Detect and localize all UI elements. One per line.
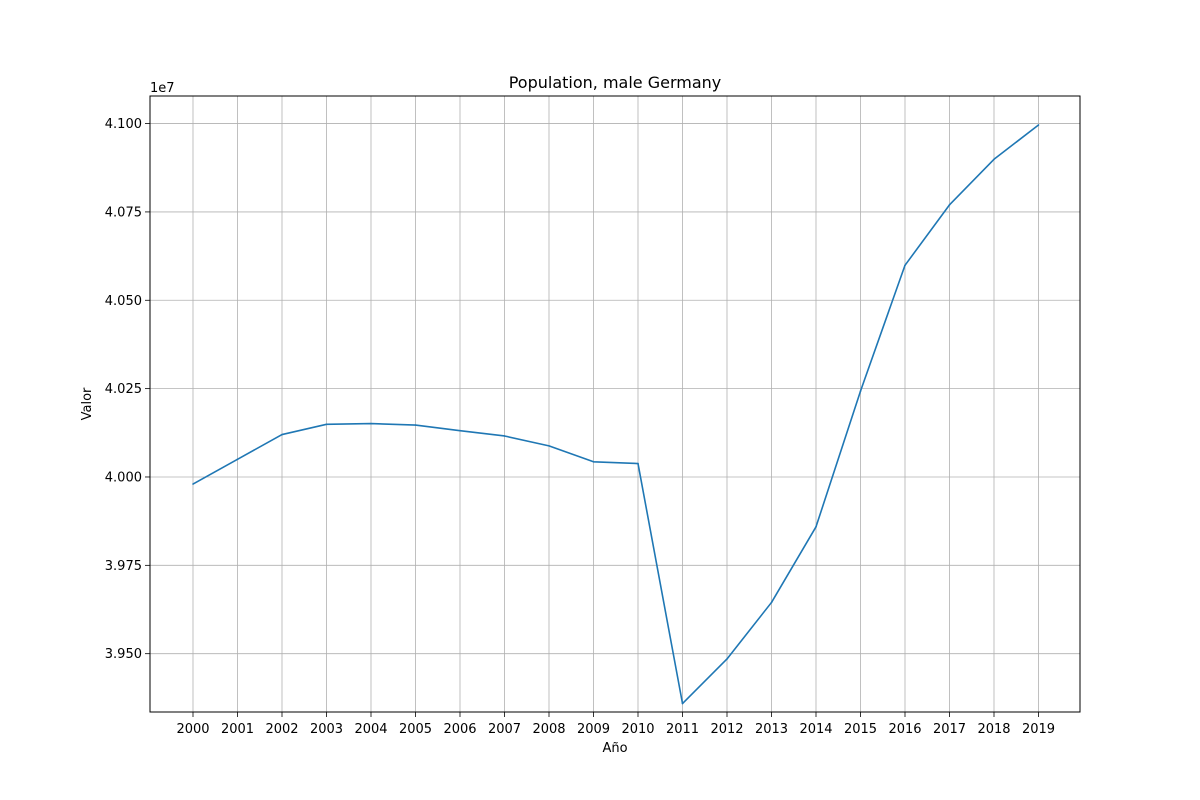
y-tick-label: 4.000 [105, 470, 142, 485]
x-tick-label: 2013 [755, 722, 788, 737]
data-point [414, 424, 417, 426]
y-tick-label: 4.100 [105, 117, 142, 132]
grid [150, 96, 1080, 712]
x-tick-label: 2016 [888, 722, 921, 737]
series-layer [192, 124, 1040, 705]
data-point [726, 658, 728, 660]
data-point [548, 445, 550, 447]
data-point [904, 264, 906, 267]
x-axis-title: Año [602, 741, 627, 756]
y-tick-label: 4.050 [105, 294, 142, 309]
x-tick-label: 2004 [354, 722, 387, 737]
x-tick-label: 2000 [176, 722, 209, 737]
data-point [459, 429, 461, 432]
plot-frame [149, 95, 1081, 713]
x-tick-label: 2007 [488, 722, 521, 737]
data-point [325, 423, 328, 426]
x-tick-label: 2010 [621, 722, 654, 737]
data-point [1037, 124, 1040, 126]
data-point [281, 433, 283, 436]
x-tick-label: 2001 [221, 722, 254, 737]
y-axis-offset-label: 1e7 [150, 81, 175, 96]
data-point [859, 390, 862, 392]
data-point [192, 483, 194, 485]
x-tick-label: 2002 [265, 722, 298, 737]
data-point [370, 422, 372, 425]
x-tick-label: 2019 [1022, 722, 1055, 737]
x-tick-label: 2014 [799, 722, 832, 737]
y-tick-label: 4.075 [105, 205, 142, 220]
data-point [948, 204, 951, 206]
data-point [592, 460, 595, 463]
x-tick-label: 2015 [844, 722, 877, 737]
y-tick-label: 3.950 [105, 647, 142, 662]
chart-title: Population, male Germany [509, 73, 722, 92]
x-tick-label: 2009 [577, 722, 610, 737]
data-point [770, 601, 773, 604]
data-point [681, 702, 684, 705]
y-tick-label: 3.975 [105, 559, 142, 574]
data-point [637, 462, 639, 465]
x-tick-label: 2006 [443, 722, 476, 737]
x-tick-label: 2011 [666, 722, 699, 737]
data-point [993, 158, 995, 161]
y-axis-title: Valor [80, 387, 95, 420]
x-tick-label: 2012 [710, 722, 743, 737]
data-point [503, 435, 506, 437]
x-tick-label: 2003 [310, 722, 343, 737]
series-line [192, 124, 1039, 705]
y-tick-label: 4.025 [105, 382, 142, 397]
x-tick-label: 2008 [532, 722, 565, 737]
axis-ticks: 2000 2001 2002 2003 2004 2005 2006 2007 2008 2009… [105, 117, 1055, 737]
x-tick-label: 2018 [977, 722, 1010, 737]
x-tick-label: 2017 [933, 722, 966, 737]
data-point [236, 458, 239, 461]
data-point [815, 526, 817, 528]
x-tick-label: 2005 [399, 722, 432, 737]
